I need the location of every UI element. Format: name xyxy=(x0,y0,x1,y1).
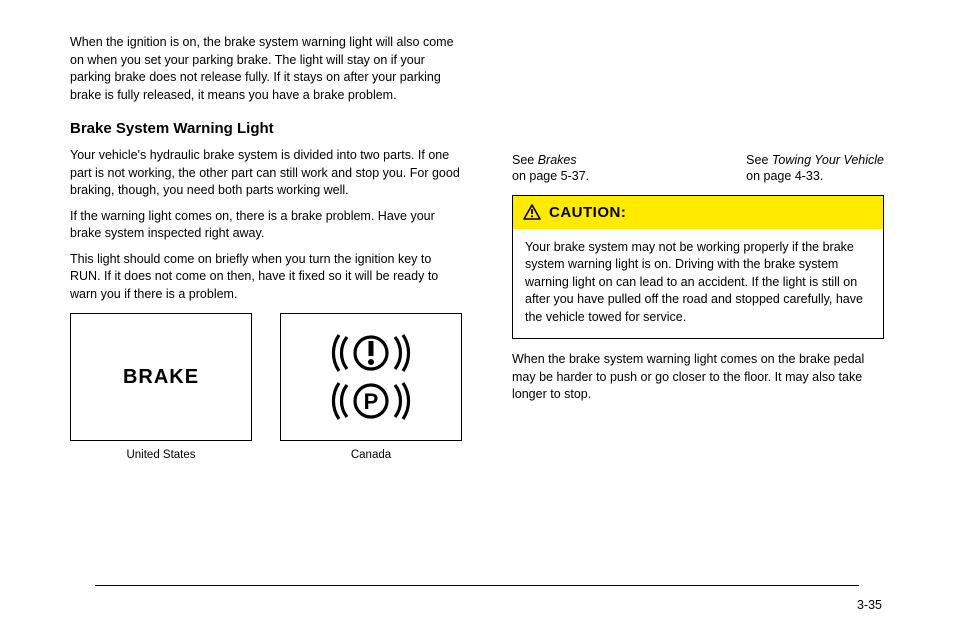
ref-prefix: See xyxy=(512,153,538,167)
right-column: See Brakes on page 5-37. See Towing Your… xyxy=(512,34,884,463)
ref-title: Towing Your Vehicle xyxy=(772,153,884,167)
ref-brakes: See Brakes on page 5-37. xyxy=(512,152,589,185)
caption-canada: Canada xyxy=(280,447,462,463)
caption-us: United States xyxy=(70,447,252,463)
paragraph: Your vehicle's hydraulic brake system is… xyxy=(70,147,462,200)
paragraph: If the warning light comes on, there is … xyxy=(70,208,462,243)
ref-towing: See Towing Your Vehicle on page 4-33. xyxy=(746,152,884,185)
brake-parking-icon: P xyxy=(327,379,415,423)
ref-page: on page 4-33. xyxy=(746,169,823,183)
footer-rule xyxy=(95,585,859,586)
two-column-layout: When the ignition is on, the brake syste… xyxy=(70,34,884,463)
indicator-us: BRAKE United States xyxy=(70,313,252,463)
paragraph: When the brake system warning light come… xyxy=(512,351,884,404)
caution-header: CAUTION: xyxy=(513,196,883,229)
cross-references: See Brakes on page 5-37. See Towing Your… xyxy=(512,152,884,185)
caution-box: CAUTION: Your brake system may not be wo… xyxy=(512,195,884,340)
ref-title: Brakes xyxy=(538,153,577,167)
indicator-canada: P Canada xyxy=(280,313,462,463)
ref-prefix: See xyxy=(746,153,772,167)
caution-label: CAUTION: xyxy=(549,202,626,223)
indicator-box-canada: P xyxy=(280,313,462,441)
left-column: When the ignition is on, the brake syste… xyxy=(70,34,462,463)
ref-page: on page 5-37. xyxy=(512,169,589,183)
indicator-row: BRAKE United States xyxy=(70,313,462,463)
svg-text:P: P xyxy=(364,389,379,414)
section-heading-brake-warning: Brake System Warning Light xyxy=(70,118,462,139)
paragraph: This light should come on briefly when y… xyxy=(70,251,462,304)
brake-word-icon: BRAKE xyxy=(123,363,199,391)
manual-page: When the ignition is on, the brake syste… xyxy=(0,0,954,636)
brake-exclaim-icon xyxy=(327,331,415,375)
warning-triangle-icon xyxy=(523,204,541,220)
caution-body-text: Your brake system may not be working pro… xyxy=(513,229,883,339)
page-number: 3-35 xyxy=(857,598,882,612)
indicator-box-us: BRAKE xyxy=(70,313,252,441)
paragraph: When the ignition is on, the brake syste… xyxy=(70,34,462,104)
